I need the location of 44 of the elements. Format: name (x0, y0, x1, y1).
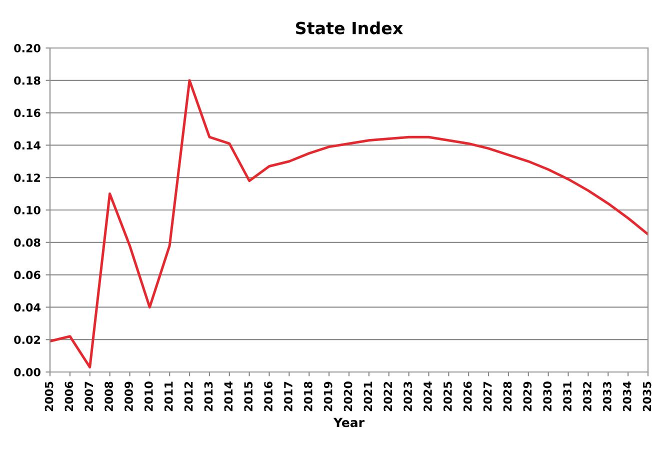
y-tick-label: 0.18 (14, 76, 40, 85)
x-tick-label: 2034 (622, 382, 632, 412)
y-tick-label: 0.10 (14, 206, 40, 214)
y-tick-label: 0.14 (14, 141, 40, 150)
x-tick-label: 2014 (224, 382, 233, 412)
y-tick-label: 0.16 (14, 108, 40, 118)
x-axis-title: Year (333, 418, 364, 428)
y-tick-label: 0.12 (14, 174, 40, 182)
x-tick-label: 2019 (324, 382, 332, 412)
x-tick-label: 2020 (344, 382, 352, 412)
x-tick-label: 2029 (523, 382, 532, 412)
x-tick-label: 2018 (304, 382, 312, 412)
x-tick-label: 2031 (563, 382, 572, 412)
x-tick-label: 2011 (164, 382, 173, 412)
x-tick-label: 2017 (284, 382, 292, 412)
x-tick-label: 2027 (483, 382, 492, 412)
x-tick-label: 2006 (64, 382, 74, 412)
x-tick-label: 2035 (642, 382, 652, 412)
x-tick-label: 2010 (144, 382, 153, 412)
x-tick-label: 2016 (264, 382, 272, 412)
chart-title: State Index (296, 21, 403, 34)
x-tick-label: 2028 (503, 382, 512, 412)
y-tick-label: 0.02 (14, 336, 40, 344)
x-tick-label: 2030 (543, 382, 552, 412)
x-tick-label: 2026 (463, 382, 472, 412)
x-tick-label: 2021 (364, 382, 372, 412)
x-tick-label: 2023 (404, 382, 412, 412)
y-tick-label: 0.06 (14, 270, 40, 280)
x-tick-label: 2012 (184, 382, 193, 412)
x-tick-label: 2015 (244, 382, 253, 412)
y-tick-label: 0.04 (14, 303, 40, 312)
x-tick-label: 2022 (384, 382, 392, 412)
y-tick-label: 0.08 (14, 238, 40, 247)
x-tick-label: 2007 (84, 382, 94, 412)
x-tick-label: 2013 (204, 382, 213, 412)
x-tick-label: 2009 (124, 382, 133, 412)
x-tick-label: 2033 (602, 382, 612, 412)
x-tick-label: 2005 (44, 382, 54, 412)
x-tick-label: 2025 (443, 382, 452, 412)
x-tick-label: 2032 (583, 382, 592, 412)
x-tick-label: 2024 (424, 382, 432, 412)
x-tick-label: 2008 (104, 382, 114, 412)
y-tick-label: 0.00 (14, 368, 40, 376)
y-tick-label: 0.20 (14, 44, 40, 52)
